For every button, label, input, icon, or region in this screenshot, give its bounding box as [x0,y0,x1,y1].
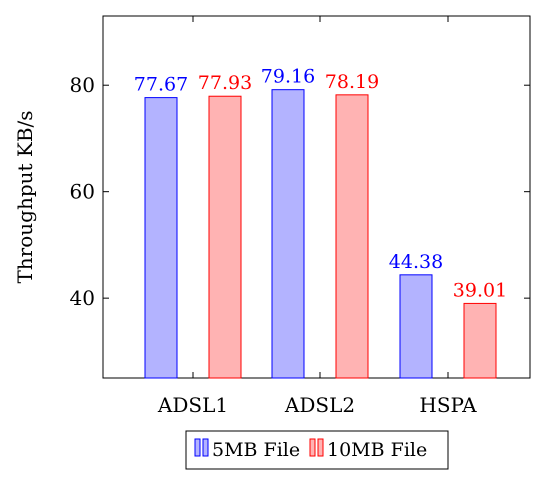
bar-series0-adsl1 [144,97,178,379]
legend-label-0: 5MB File [212,439,300,461]
legend-swatch-b-1 [317,438,324,457]
data-label-series0-hspa: 44.38 [389,251,443,273]
x-tick-labels: ADSL1 ADSL2 HSPA [157,393,477,417]
y-tick-label-2: 80 [70,73,95,97]
legend-swatch-a-0 [194,438,201,457]
legend: 5MB File 10MB File [185,430,449,470]
y-axis-title: Throughput KB/s [13,110,37,283]
x-tick-label-hspa: HSPA [419,393,477,417]
bar-series1-adsl1 [208,95,242,379]
axis-ticks [103,16,530,378]
legend-swatch-a-1 [309,438,316,457]
data-label-series1-hspa: 39.01 [453,279,507,301]
plot-area [102,15,531,379]
bar-series1-adsl2 [335,94,369,379]
legend-box [185,430,449,470]
bar-series1-hspa [463,302,497,379]
data-label-series1-adsl2: 78.19 [325,71,379,93]
data-labels: 77.67 79.16 44.38 77.93 78.19 39.01 [134,66,507,302]
x-tick-label-adsl2: ADSL2 [284,393,355,417]
bar-series0-adsl2 [271,89,305,379]
x-tick-label-adsl1: ADSL1 [157,393,228,417]
legend-label-1: 10MB File [327,439,427,461]
legend-swatch-b-0 [202,438,209,457]
y-tick-labels: 40 60 80 [70,73,95,310]
data-label-series1-adsl1: 77.93 [198,72,252,94]
y-tick-label-0: 40 [70,286,95,310]
y-tick-label-1: 60 [70,180,95,204]
bars [144,89,497,379]
bar-series0-hspa [399,274,433,379]
data-label-series0-adsl1: 77.67 [134,74,188,96]
data-label-series0-adsl2: 79.16 [261,66,315,88]
